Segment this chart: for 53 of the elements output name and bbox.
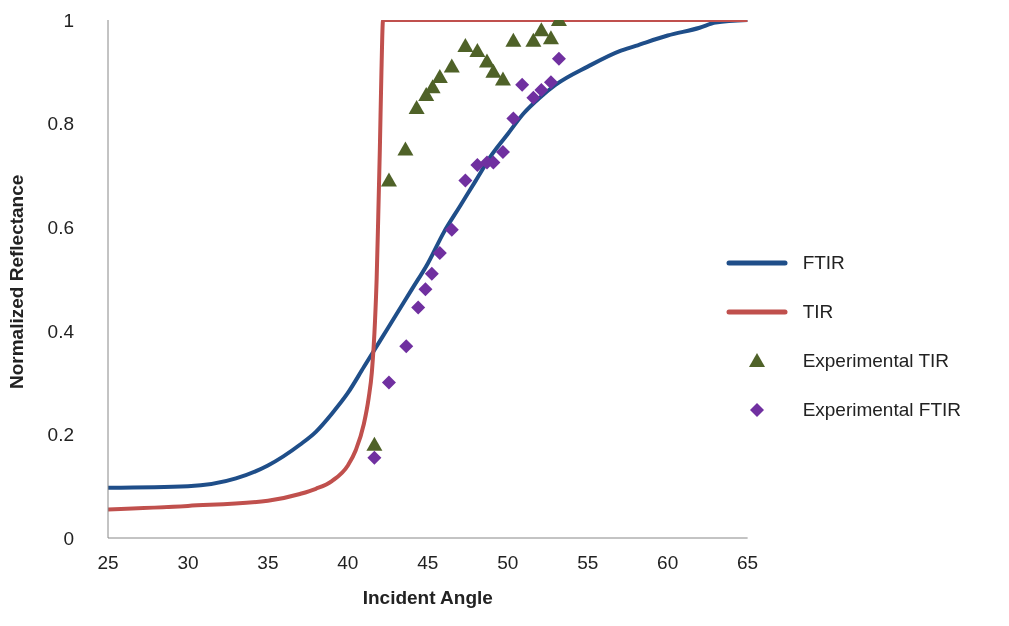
point — [366, 436, 383, 451]
x-tick-label: 25 — [97, 552, 119, 574]
point — [543, 75, 558, 90]
x-tick-label: 35 — [257, 552, 279, 574]
point — [469, 43, 486, 58]
y-tick-label: 0 — [63, 527, 74, 549]
point — [432, 246, 447, 261]
x-tick-label: 40 — [337, 552, 359, 574]
point — [551, 51, 566, 66]
x-tick-label: 60 — [657, 552, 679, 574]
point — [506, 111, 521, 126]
y-tick-label: 0.4 — [47, 320, 75, 342]
point — [408, 100, 425, 115]
x-tick-label: 30 — [177, 552, 199, 574]
legend-label: Experimental TIR — [802, 349, 950, 372]
point — [367, 450, 382, 465]
x-axis-title: Incident Angle — [362, 587, 493, 608]
point — [444, 222, 459, 237]
y-tick-label: 0.6 — [47, 216, 74, 238]
y-tick-label: 1 — [63, 9, 74, 31]
y-axis-title: Normalized Reflectance — [5, 174, 27, 389]
point — [515, 77, 530, 92]
point — [458, 173, 473, 188]
point — [526, 90, 541, 105]
legend-label: FTIR — [802, 251, 845, 274]
point — [505, 32, 522, 47]
x-tick-label: 65 — [737, 552, 759, 574]
x-tick-label: 55 — [577, 552, 599, 574]
point — [443, 58, 460, 73]
point — [542, 30, 559, 45]
legend-label: TIR — [802, 300, 834, 323]
point — [457, 37, 474, 52]
point — [418, 282, 433, 297]
point — [399, 339, 414, 354]
point — [534, 82, 549, 97]
x-tick-label: 50 — [497, 552, 519, 574]
point — [397, 141, 414, 156]
point — [495, 145, 510, 160]
point — [494, 71, 511, 86]
legend-label: Experimental FTIR — [802, 398, 961, 421]
point — [411, 300, 426, 315]
point — [381, 375, 396, 390]
point — [431, 68, 448, 83]
point — [533, 22, 550, 37]
point — [424, 266, 439, 281]
point — [525, 32, 542, 47]
point — [478, 53, 495, 68]
point — [380, 172, 397, 187]
point — [485, 63, 502, 78]
y-tick-label: 0.8 — [47, 113, 74, 135]
x-tick-label: 45 — [417, 552, 439, 574]
y-tick-label: 0.2 — [47, 424, 74, 446]
point — [470, 158, 485, 173]
